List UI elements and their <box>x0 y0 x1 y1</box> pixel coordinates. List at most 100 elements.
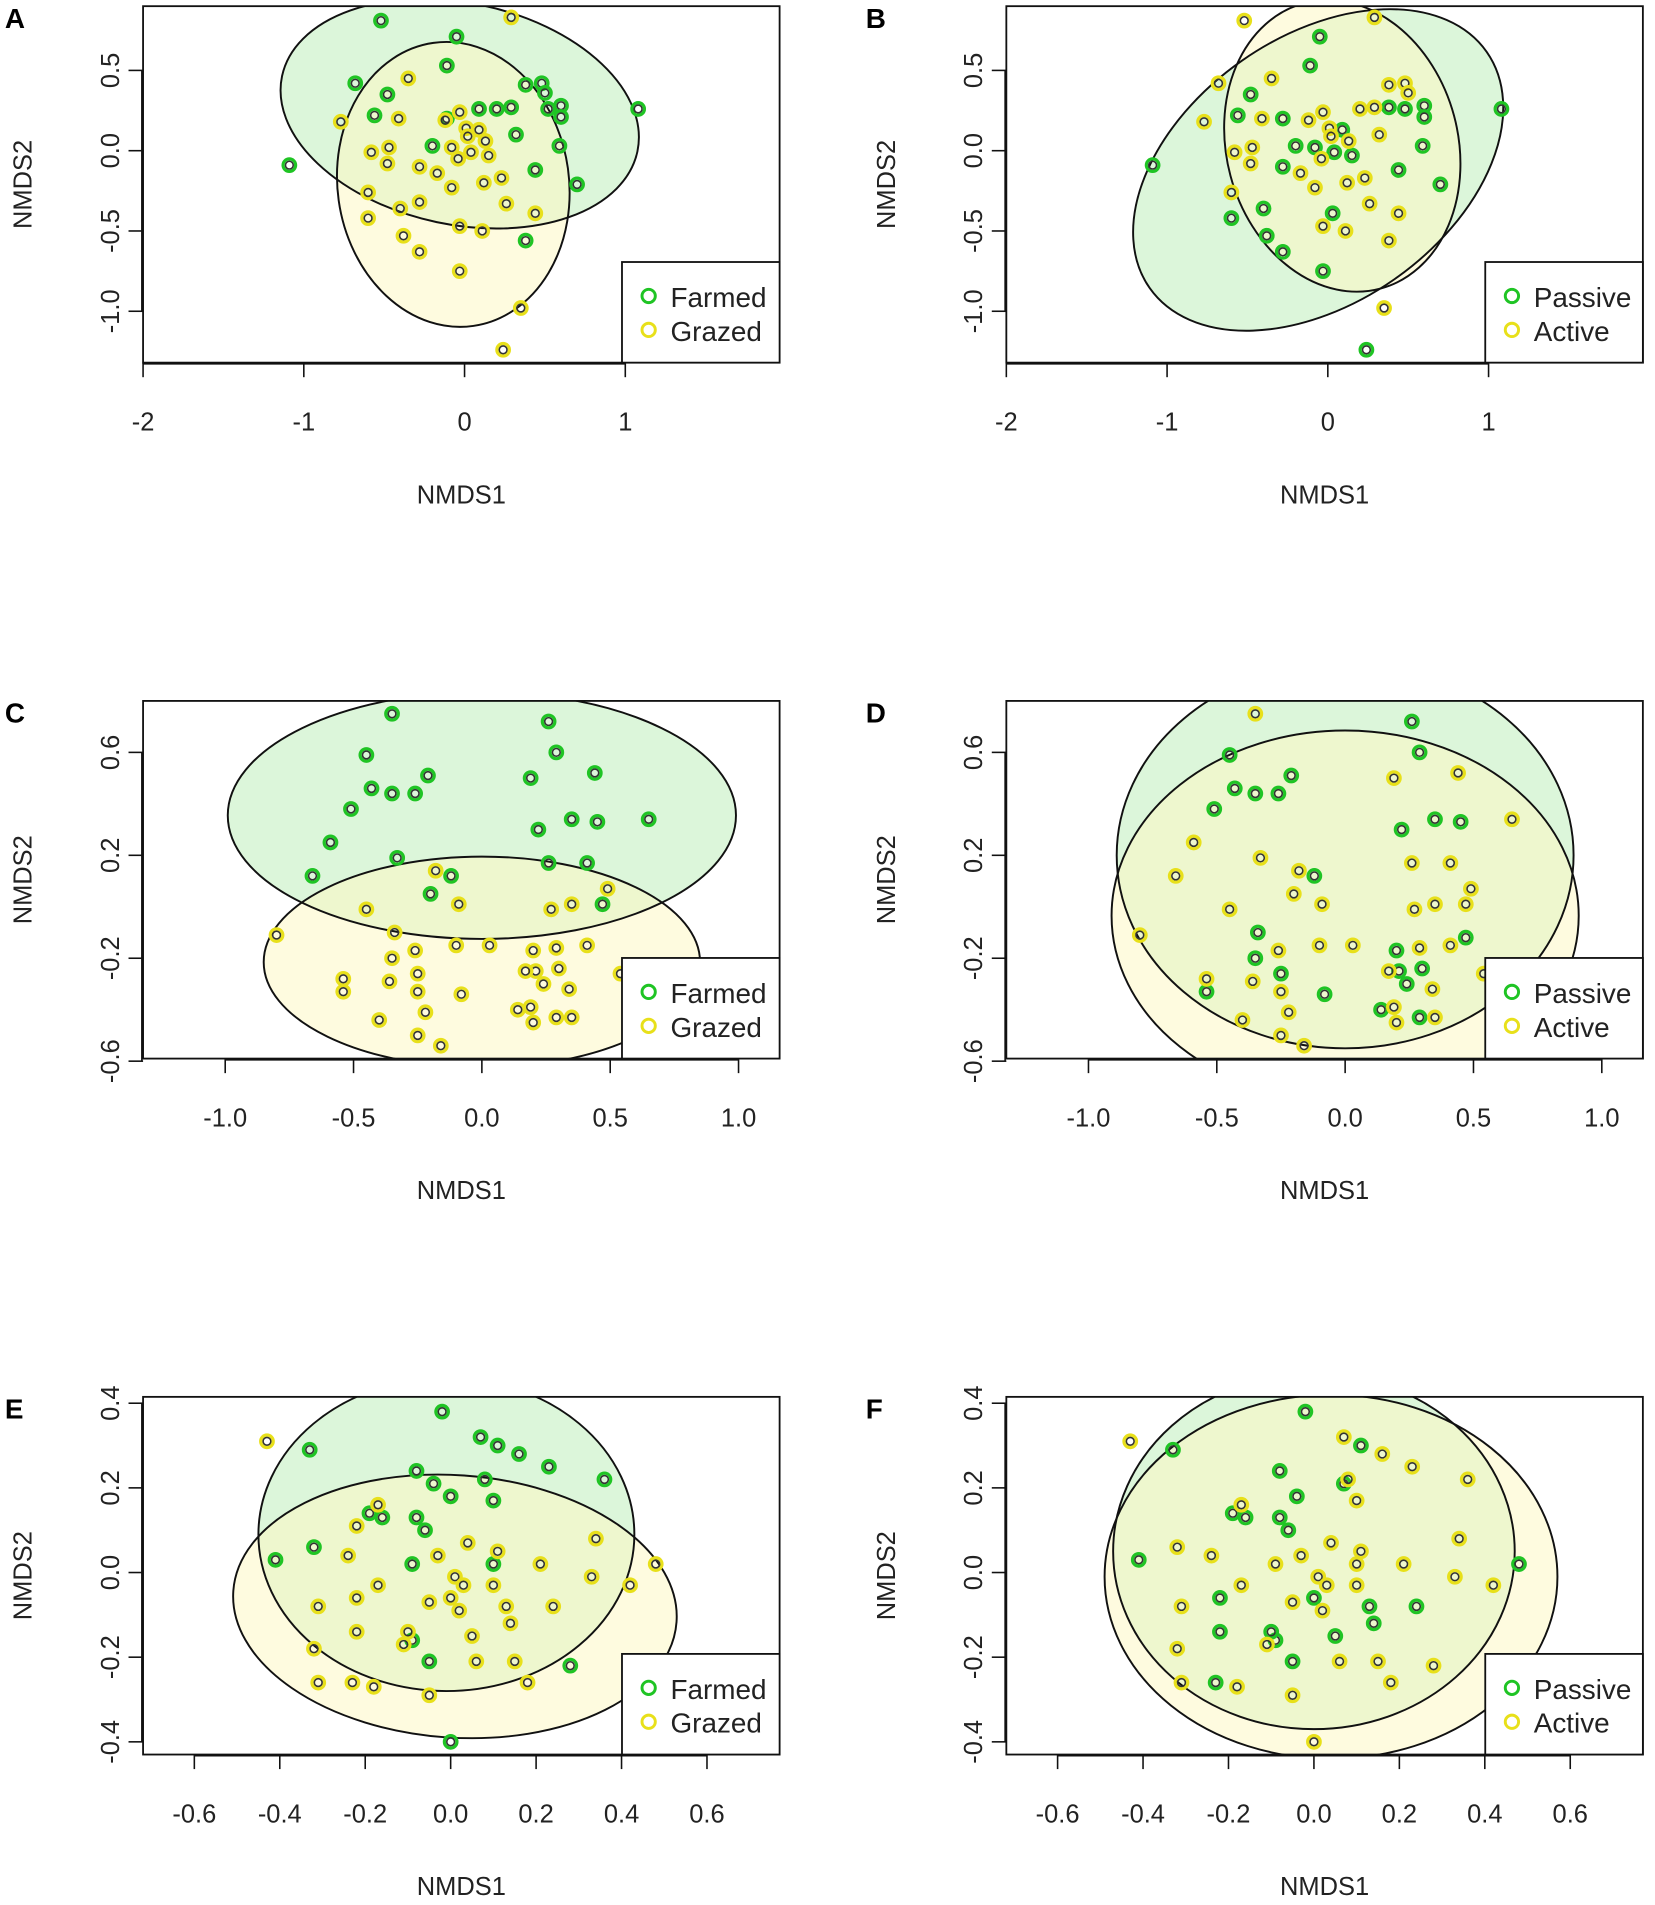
point-passive <box>1242 86 1259 103</box>
point-core <box>1340 226 1351 236</box>
point-ring <box>563 896 580 913</box>
point-ring <box>1411 940 1428 956</box>
point-ring <box>422 886 439 902</box>
point-farmed <box>408 1463 425 1479</box>
point-farmed <box>304 868 321 884</box>
point-farmed <box>562 1657 579 1674</box>
point-ring <box>1271 1463 1288 1479</box>
point-core <box>479 178 489 188</box>
point-ring <box>1365 1615 1382 1632</box>
y-tick-label: 0.0 <box>960 1555 988 1590</box>
plot-frame <box>1005 700 1644 1060</box>
point-core <box>1466 884 1476 894</box>
point-core <box>511 129 521 140</box>
point-ring <box>503 9 520 26</box>
point-passive <box>1271 1463 1288 1479</box>
point-core <box>572 179 582 190</box>
point-active <box>1395 1556 1412 1572</box>
point-grazed <box>495 341 512 358</box>
point-core <box>1317 899 1327 909</box>
point-core <box>474 125 484 135</box>
point-grazed <box>527 205 544 222</box>
point-ring <box>1288 1488 1305 1505</box>
point-ring <box>1340 1471 1356 1488</box>
point-ring <box>358 901 375 918</box>
point-core <box>477 226 487 236</box>
plot-frame <box>1005 1395 1644 1756</box>
point-active <box>1284 1594 1301 1611</box>
point-farmed <box>422 886 439 902</box>
point-ring <box>1296 1037 1312 1054</box>
point-grazed <box>409 965 426 982</box>
point-ring <box>1300 112 1317 129</box>
point-ring <box>417 1004 434 1021</box>
point-ring <box>506 1653 523 1670</box>
point-core <box>347 1677 358 1688</box>
legend-label-grazed: Grazed <box>670 316 761 347</box>
point-farmed <box>420 767 436 784</box>
point-ring <box>1450 765 1466 781</box>
point-core <box>1361 345 1372 355</box>
point-core <box>1417 141 1428 151</box>
point-ring <box>1414 960 1431 977</box>
point-ring <box>1400 85 1417 101</box>
point-ring <box>390 110 407 127</box>
point-core <box>411 1466 422 1476</box>
point-ring <box>540 101 557 117</box>
point-ring <box>379 86 396 103</box>
x-tick-label: 0.4 <box>1467 1800 1502 1828</box>
point-ring <box>1273 983 1289 1000</box>
point-ring <box>493 170 510 186</box>
point-core <box>1391 945 1402 956</box>
point-active <box>1442 855 1459 871</box>
panel-e: E -0.6 -0.4 -0.2 0.0 0.2 0.4 0.6 -0.4 -0.2 0.0 0.2 0… <box>5 1386 781 1901</box>
point-ring <box>370 1496 386 1513</box>
point-farmed <box>434 1403 450 1420</box>
point-core <box>602 884 613 894</box>
point-core <box>1384 80 1394 90</box>
point-core <box>513 1005 523 1015</box>
x-tick-label: 1 <box>618 409 632 437</box>
point-core <box>455 266 465 276</box>
point-core <box>1250 788 1260 799</box>
point-grazed <box>417 1004 434 1021</box>
point-grazed <box>381 139 397 156</box>
point-active <box>1169 1640 1186 1657</box>
point-core <box>551 747 561 758</box>
point-grazed <box>622 1577 638 1594</box>
point-core <box>395 203 405 214</box>
legend-label-grazed: Grazed <box>670 1708 761 1739</box>
point-ring <box>1321 120 1338 137</box>
point-passive <box>1408 1598 1425 1615</box>
point-core <box>366 783 377 794</box>
point-ring <box>1173 1598 1190 1615</box>
legend-label-farmed: Farmed <box>670 978 766 1009</box>
point-core <box>403 73 413 84</box>
point-ring <box>304 868 321 884</box>
ellipse-outline-farmed <box>279 6 640 230</box>
point-core <box>364 1508 375 1518</box>
point-ring <box>1327 1628 1344 1644</box>
point-core <box>582 940 592 951</box>
point-ring <box>1381 99 1397 116</box>
point-core <box>1300 1407 1311 1417</box>
point-ring <box>1315 263 1331 279</box>
x-tick-label: 0.0 <box>464 1104 499 1132</box>
point-grazed <box>455 1577 472 1594</box>
point-farmed <box>596 1471 613 1488</box>
point-grazed <box>332 113 349 130</box>
point-ring <box>407 942 424 959</box>
x-tick-label: 1.0 <box>1584 1104 1619 1132</box>
legend-marker-active <box>1503 1017 1521 1034</box>
point-core <box>1319 989 1330 999</box>
point-grazed <box>493 170 510 186</box>
point-passive <box>1427 811 1443 828</box>
point-ring <box>429 1547 446 1564</box>
point-core <box>467 1631 477 1641</box>
point-core <box>309 1644 319 1654</box>
point-core <box>520 235 531 246</box>
point-farmed <box>640 811 657 828</box>
point-ring <box>459 128 476 145</box>
point-core <box>528 1017 538 1028</box>
point-ring <box>451 104 468 121</box>
